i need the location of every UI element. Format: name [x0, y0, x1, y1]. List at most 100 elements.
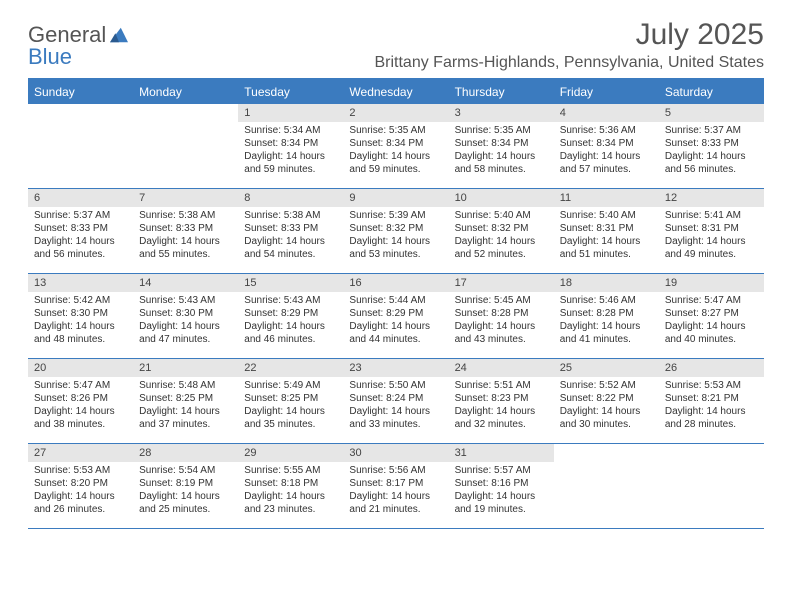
day-number: 22 — [238, 359, 343, 377]
daylight-line: Daylight: 14 hours and 33 minutes. — [349, 405, 442, 431]
sunset-line: Sunset: 8:33 PM — [34, 222, 127, 235]
daylight-line: Daylight: 14 hours and 40 minutes. — [665, 320, 758, 346]
sunset-line: Sunset: 8:22 PM — [560, 392, 653, 405]
day-body: Sunrise: 5:50 AMSunset: 8:24 PMDaylight:… — [343, 379, 448, 431]
day-1: 1Sunrise: 5:34 AMSunset: 8:34 PMDaylight… — [238, 104, 343, 188]
day-body: Sunrise: 5:37 AMSunset: 8:33 PMDaylight:… — [28, 209, 133, 261]
day-24: 24Sunrise: 5:51 AMSunset: 8:23 PMDayligh… — [449, 359, 554, 443]
daylight-line: Daylight: 14 hours and 37 minutes. — [139, 405, 232, 431]
day-number: 2 — [343, 104, 448, 122]
day-5: 5 Sunrise: 5:37 AMSunset: 8:33 PMDaylight… — [659, 104, 764, 188]
day-17: 17 Sunrise: 5:45 AMSunset: 8:28 PMDayligh… — [449, 274, 554, 358]
daylight-line: Daylight: 14 hours and 32 minutes. — [455, 405, 548, 431]
sunset-line: Sunset: 8:18 PM — [244, 477, 337, 490]
sunset-line: Sunset: 8:28 PM — [455, 307, 548, 320]
day-3: 3Sunrise: 5:35 AMSunset: 8:34 PMDaylight… — [449, 104, 554, 188]
day-body: Sunrise: 5:39 AMSunset: 8:32 PMDaylight:… — [343, 209, 448, 261]
sunrise-line: Sunrise: 5:38 AM — [244, 209, 337, 222]
day-28: 28Sunrise: 5:54 AMSunset: 8:19 PMDayligh… — [133, 444, 238, 528]
day-number: 20 — [28, 359, 133, 377]
day-14: 14Sunrise: 5:43 AMSunset: 8:30 PMDayligh… — [133, 274, 238, 358]
day-number: 12 — [659, 189, 764, 207]
sunrise-line: Sunrise: 5:48 AM — [139, 379, 232, 392]
day-22: 22 Sunrise: 5:49 AMSunset: 8:25 PMDayligh… — [238, 359, 343, 443]
sunset-line: Sunset: 8:34 PM — [455, 137, 548, 150]
week-row: .Sunrise: Sunset: Daylight: .Sunrise: Su… — [28, 104, 764, 189]
sunrise-line: Sunrise: 5:50 AM — [349, 379, 442, 392]
sunset-line: Sunset: 8:32 PM — [349, 222, 442, 235]
day-body: Sunrise: 5:55 AMSunset: 8:18 PMDaylight:… — [238, 464, 343, 516]
sunrise-line: Sunrise: 5:41 AM — [665, 209, 758, 222]
week-row: 6 Sunrise: 5:37 AMSunset: 8:33 PMDaylight… — [28, 189, 764, 274]
daylight-line: Daylight: 14 hours and 26 minutes. — [34, 490, 127, 516]
logo-sail-icon — [108, 26, 130, 44]
month-title: July 2025 — [374, 18, 764, 52]
sunset-line: Sunset: 8:25 PM — [244, 392, 337, 405]
day-27: 27Sunrise: 5:53 AMSunset: 8:20 PMDayligh… — [28, 444, 133, 528]
day-number: 19 — [659, 274, 764, 292]
day-11: 11Sunrise: 5:40 AMSunset: 8:31 PMDayligh… — [554, 189, 659, 273]
sunrise-line: Sunrise: 5:55 AM — [244, 464, 337, 477]
daylight-line: Daylight: 14 hours and 53 minutes. — [349, 235, 442, 261]
day-body: Sunrise: 5:37 AMSunset: 8:33 PMDaylight:… — [659, 124, 764, 176]
day-number: 5 — [659, 104, 764, 122]
sunset-line: Sunset: 8:33 PM — [665, 137, 758, 150]
day-body: Sunrise: 5:42 AMSunset: 8:30 PMDaylight:… — [28, 294, 133, 346]
day-6: 6 Sunrise: 5:37 AMSunset: 8:33 PMDaylight… — [28, 189, 133, 273]
daylight-line: Daylight: 14 hours and 56 minutes. — [665, 150, 758, 176]
sunset-line: Sunset: 8:34 PM — [560, 137, 653, 150]
sunset-line: Sunset: 8:33 PM — [244, 222, 337, 235]
sunset-line: Sunset: 8:16 PM — [455, 477, 548, 490]
title-block: July 2025 Brittany Farms-Highlands, Penn… — [374, 18, 764, 72]
location: Brittany Farms-Highlands, Pennsylvania, … — [374, 54, 764, 72]
sunrise-line: Sunrise: 5:35 AM — [455, 124, 548, 137]
day-number: 18 — [554, 274, 659, 292]
day-number: 6 — [28, 189, 133, 207]
day-number: 30 — [343, 444, 448, 462]
daylight-line: Daylight: 14 hours and 43 minutes. — [455, 320, 548, 346]
day-number: 27 — [28, 444, 133, 462]
dow-saturday: Saturday — [659, 80, 764, 104]
day-number: 1 — [238, 104, 343, 122]
day-16: 16Sunrise: 5:44 AMSunset: 8:29 PMDayligh… — [343, 274, 448, 358]
daylight-line: Daylight: 14 hours and 58 minutes. — [455, 150, 548, 176]
sunset-line: Sunset: 8:25 PM — [139, 392, 232, 405]
day-26: 26Sunrise: 5:53 AMSunset: 8:21 PMDayligh… — [659, 359, 764, 443]
day-number: 25 — [554, 359, 659, 377]
day-number: 11 — [554, 189, 659, 207]
daylight-line: Daylight: 14 hours and 52 minutes. — [455, 235, 548, 261]
day-body: Sunrise: 5:41 AMSunset: 8:31 PMDaylight:… — [659, 209, 764, 261]
day-of-week-header: SundayMondayTuesdayWednesdayThursdayFrid… — [28, 80, 764, 104]
daylight-line: Daylight: 14 hours and 25 minutes. — [139, 490, 232, 516]
sunrise-line: Sunrise: 5:52 AM — [560, 379, 653, 392]
day-number: 9 — [343, 189, 448, 207]
day-30: 30Sunrise: 5:56 AMSunset: 8:17 PMDayligh… — [343, 444, 448, 528]
sunrise-line: Sunrise: 5:39 AM — [349, 209, 442, 222]
day-body: Sunrise: 5:43 AMSunset: 8:29 PMDaylight:… — [238, 294, 343, 346]
sunrise-line: Sunrise: 5:45 AM — [455, 294, 548, 307]
day-number: 29 — [238, 444, 343, 462]
sunrise-line: Sunrise: 5:34 AM — [244, 124, 337, 137]
day-8: 8Sunrise: 5:38 AMSunset: 8:33 PMDaylight… — [238, 189, 343, 273]
daylight-line: Daylight: 14 hours and 38 minutes. — [34, 405, 127, 431]
day-number: 17 — [449, 274, 554, 292]
sunrise-line: Sunrise: 5:42 AM — [34, 294, 127, 307]
sunset-line: Sunset: 8:29 PM — [244, 307, 337, 320]
daylight-line: Daylight: 14 hours and 23 minutes. — [244, 490, 337, 516]
day-body: Sunrise: 5:49 AMSunset: 8:25 PMDaylight:… — [238, 379, 343, 431]
day-23: 23Sunrise: 5:50 AMSunset: 8:24 PMDayligh… — [343, 359, 448, 443]
sunset-line: Sunset: 8:17 PM — [349, 477, 442, 490]
day-body: Sunrise: 5:53 AMSunset: 8:21 PMDaylight:… — [659, 379, 764, 431]
day-2: 2Sunrise: 5:35 AMSunset: 8:34 PMDaylight… — [343, 104, 448, 188]
daylight-line: Daylight: 14 hours and 35 minutes. — [244, 405, 337, 431]
sunset-line: Sunset: 8:31 PM — [665, 222, 758, 235]
daylight-line: Daylight: 14 hours and 56 minutes. — [34, 235, 127, 261]
day-body: Sunrise: 5:52 AMSunset: 8:22 PMDaylight:… — [554, 379, 659, 431]
daylight-line: Daylight: 14 hours and 46 minutes. — [244, 320, 337, 346]
day-10: 10Sunrise: 5:40 AMSunset: 8:32 PMDayligh… — [449, 189, 554, 273]
dow-thursday: Thursday — [449, 80, 554, 104]
day-20: 20Sunrise: 5:47 AMSunset: 8:26 PMDayligh… — [28, 359, 133, 443]
sunrise-line: Sunrise: 5:38 AM — [139, 209, 232, 222]
sunset-line: Sunset: 8:34 PM — [349, 137, 442, 150]
day-body: Sunrise: 5:46 AMSunset: 8:28 PMDaylight:… — [554, 294, 659, 346]
